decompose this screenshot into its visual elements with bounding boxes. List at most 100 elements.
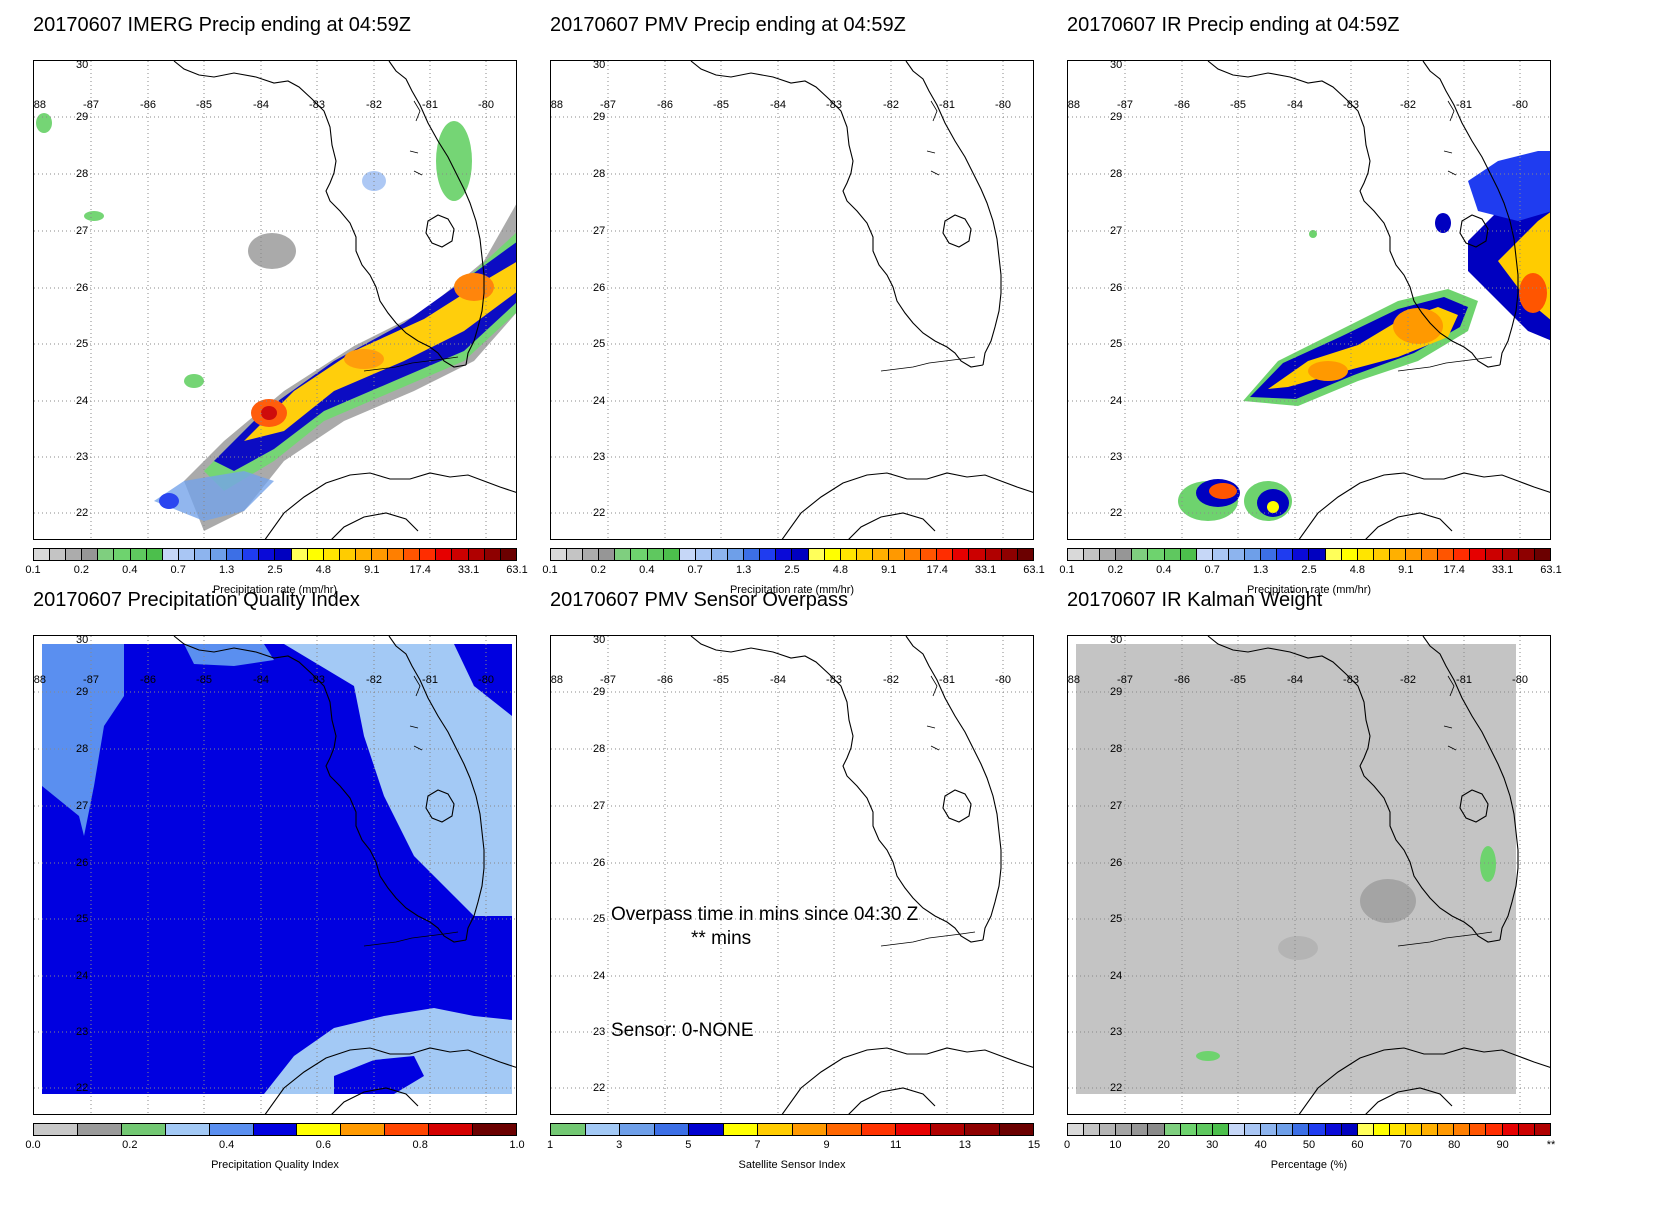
colorbar-swatch (1486, 549, 1503, 560)
colorbar-swatch (1017, 549, 1033, 560)
colorbar-tick-label: 17.4 (926, 564, 948, 576)
lon-label: -81 (422, 99, 438, 111)
colorbar-swatch (341, 1124, 386, 1135)
colorbar-swatch (1084, 549, 1101, 560)
lat-label: 23 (76, 451, 89, 463)
colorbar-tick-label: 9.1 (881, 564, 897, 576)
lat-label: 25 (76, 913, 89, 925)
lat-label: 29 (1110, 111, 1123, 123)
colorbar-swatch (1068, 1124, 1085, 1135)
colorbar-swatch (1277, 1124, 1294, 1135)
colorbar-swatch (468, 549, 485, 560)
colorbar-swatch (1148, 549, 1165, 560)
lon-label: -84 (1287, 99, 1303, 111)
lat-label: 28 (76, 743, 89, 755)
lat-label: 24 (1110, 970, 1123, 982)
lat-label: 30 (593, 635, 606, 646)
pqi-field (34, 636, 516, 1114)
colorbar-swatch (1389, 1124, 1406, 1135)
colorbar-swatch (824, 549, 841, 560)
colorbar-swatch (1180, 549, 1197, 560)
colorbar-tick-label: 11 (889, 1139, 902, 1151)
precip-field (551, 61, 1033, 539)
colorbar-tick-label: 2.5 (1301, 564, 1317, 576)
colorbar-swatch (34, 549, 51, 560)
lat-label: 26 (76, 282, 89, 294)
colorbar-swatch (452, 549, 469, 560)
lon-label: -87 (83, 674, 99, 686)
lat-label: 28 (1110, 168, 1123, 180)
lon-label: -83 (826, 674, 842, 686)
colorbar-swatch (34, 1124, 78, 1135)
colorbar-swatch (388, 549, 405, 560)
lon-label: -88 (33, 674, 46, 686)
colorbar-swatch (615, 549, 632, 560)
lat-label: 30 (1110, 60, 1123, 71)
colorbar-swatch (355, 549, 372, 560)
precip-field (34, 61, 516, 539)
lat-label: 22 (1110, 1082, 1123, 1094)
panel-kalman: 20170607 IR Kalman Weight -88-87-86-85-8… (1034, 575, 1555, 1175)
lat-label: 23 (593, 1026, 606, 1038)
colorbar-tick-label: 60 (1351, 1139, 1364, 1151)
colorbar-swatch (1001, 549, 1018, 560)
colorbar-swatch (1309, 1124, 1326, 1135)
colorbar (1067, 1123, 1551, 1136)
colorbar-swatch (259, 549, 276, 560)
panel-ir: 20170607 IR Precip ending at 04:59Z (1034, 0, 1561, 600)
colorbar-swatch (631, 549, 648, 560)
colorbar-tick-label: 0.2 (1107, 564, 1124, 576)
colorbar-swatch (1196, 1124, 1213, 1135)
lat-label: 26 (1110, 282, 1123, 294)
colorbar-swatch (1405, 549, 1423, 560)
colorbar-tick-label: 17.4 (409, 564, 431, 576)
colorbar-swatch (82, 549, 99, 560)
colorbar-tick-label: 63.1 (1540, 564, 1562, 576)
lon-label: -85 (1230, 674, 1246, 686)
colorbar-tick-label: 0.4 (639, 564, 655, 576)
colorbar-swatch (999, 1124, 1033, 1135)
colorbar-swatch (1164, 549, 1181, 560)
colorbar-tick-label: 7 (754, 1139, 761, 1151)
colorbar-swatch (985, 549, 1002, 560)
colorbar-swatch (861, 1124, 896, 1135)
colorbar-swatch (297, 1124, 342, 1135)
colorbar-ticks: 0.0 0.2 0.4 0.6 0.8 1.0 (25, 1139, 524, 1153)
colorbar-swatch (937, 549, 954, 560)
colorbar-swatch (1422, 549, 1439, 560)
colorbar-swatch (1502, 549, 1519, 560)
colorbar-swatch (243, 549, 260, 560)
colorbar-swatch (473, 1124, 516, 1135)
lat-label: 26 (593, 857, 606, 869)
colorbar-tick-label: 9.1 (1398, 564, 1414, 576)
colorbar-swatch (307, 549, 324, 560)
lon-label: -88 (550, 674, 563, 686)
colorbar-tick-label: 5 (685, 1139, 692, 1151)
colorbar-swatch (1100, 549, 1117, 560)
colorbar-tick-label: 0.1 (25, 564, 41, 576)
lat-label: 28 (593, 743, 606, 755)
colorbar-tick-label: 40 (1254, 1139, 1267, 1151)
lat-label: 29 (76, 686, 89, 698)
colorbar-tick-label: 0.7 (1204, 564, 1220, 576)
lat-label: 29 (1110, 686, 1123, 698)
lon-label: -82 (366, 99, 382, 111)
colorbar-swatch (1084, 1124, 1101, 1135)
colorbar-tick-label: 63.1 (1023, 564, 1045, 576)
colorbar-label: Satellite Sensor Index (738, 1159, 846, 1171)
lon-label: -83 (1343, 674, 1359, 686)
colorbar-swatch (758, 1124, 793, 1135)
colorbar-tick-label: 50 (1302, 1139, 1316, 1151)
colorbar-tick-label: 3 (616, 1139, 623, 1151)
panel-pqi: 20170607 Precipitation Quality Index -88… (0, 575, 524, 1175)
colorbar-swatch (1132, 549, 1149, 560)
colorbar-swatch (1261, 1124, 1278, 1135)
colorbar-swatch (121, 1124, 166, 1135)
lat-label: 30 (1110, 635, 1123, 646)
lon-label: -83 (309, 99, 325, 111)
colorbar-swatch (711, 549, 729, 560)
lat-label: 23 (76, 1026, 89, 1038)
lat-label: 29 (76, 111, 89, 123)
colorbar-swatch (1116, 1124, 1133, 1135)
colorbar-swatch (689, 1124, 724, 1135)
